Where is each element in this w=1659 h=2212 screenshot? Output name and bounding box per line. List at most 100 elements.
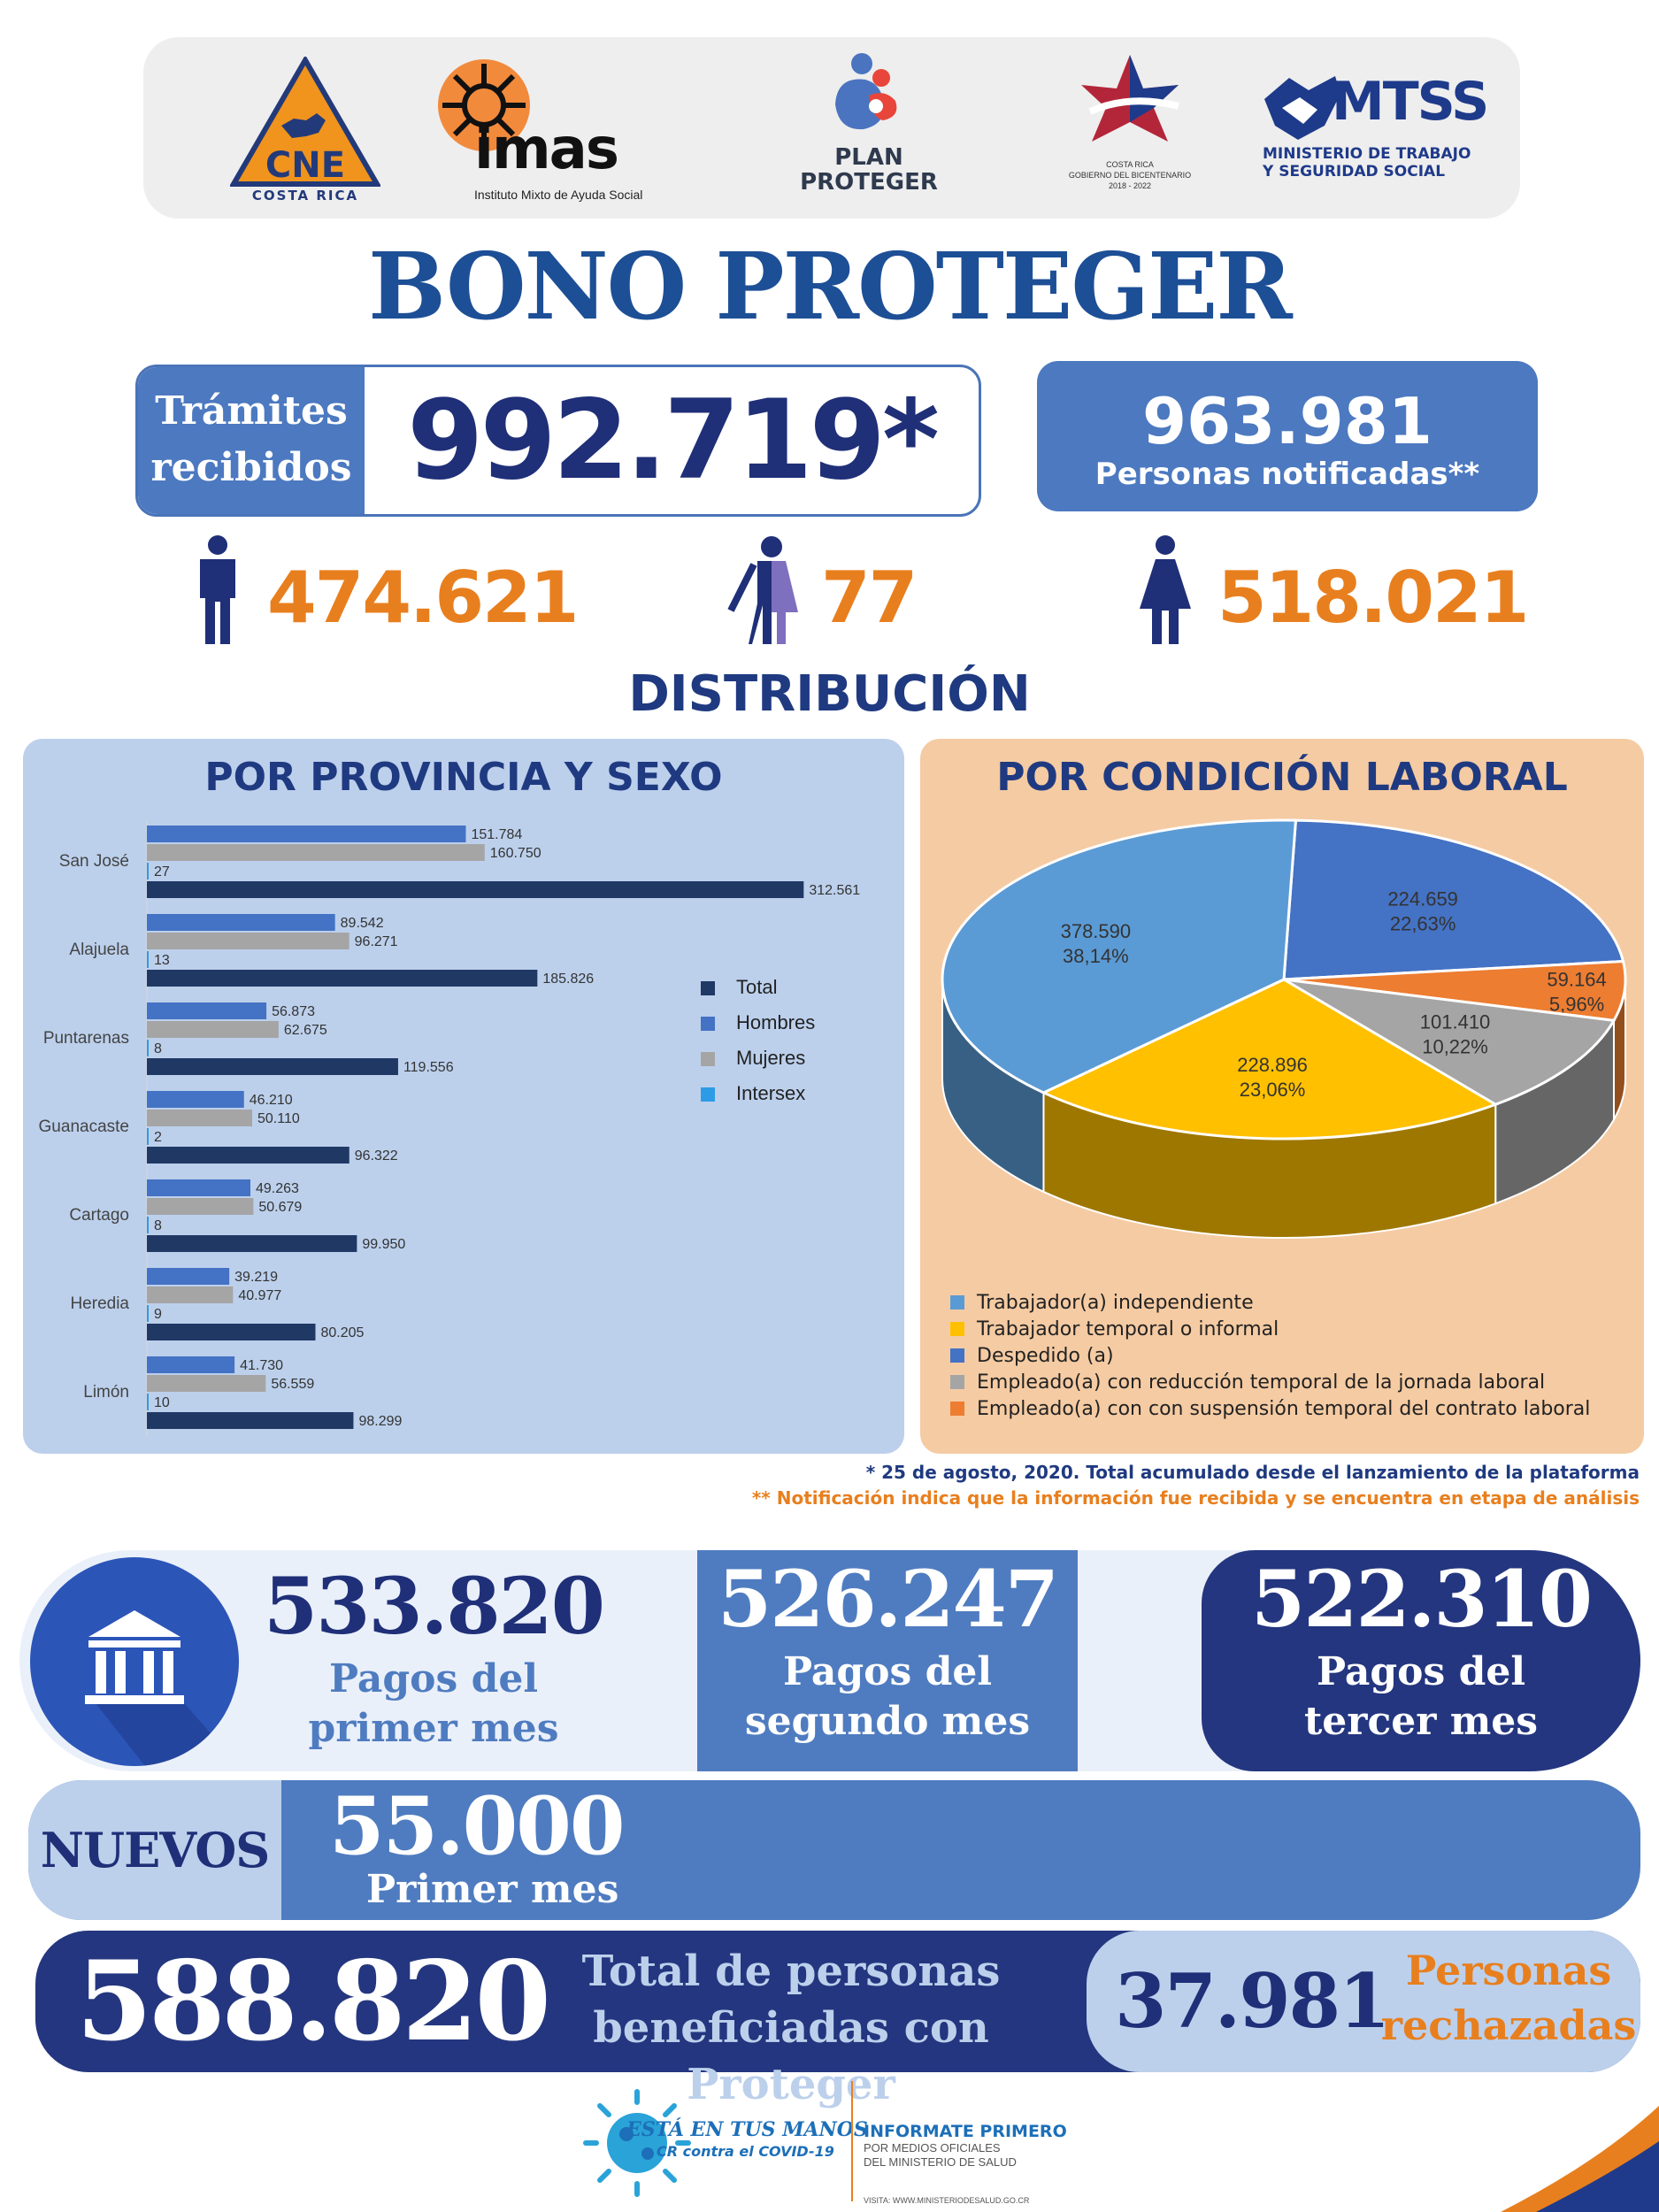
pagos-mes3-line1: Pagos del (1316, 1649, 1526, 1694)
bar-value-label: 50.679 (258, 1200, 302, 1215)
mujeres-count: 518.021 (1217, 557, 1529, 639)
bar-value-label: 89.542 (341, 916, 384, 931)
category-label: Heredia (70, 1294, 129, 1313)
bar-total (147, 1147, 349, 1164)
bar-value-label: 119.556 (403, 1060, 454, 1075)
bar-intersex (147, 863, 149, 879)
bar-value-label: 40.977 (238, 1288, 281, 1303)
bar-intersex (147, 1305, 149, 1322)
bar-intersex (147, 1040, 149, 1056)
nuevos-value: 55.000 (329, 1779, 625, 1873)
tramites-box: Trámites recibidos 992.719* (135, 365, 981, 517)
bar-intersex (147, 1394, 149, 1410)
bar-total (147, 970, 538, 987)
imas-logo: imas Instituto Mixto de Ayuda Social (435, 57, 657, 203)
bank-icon (85, 1610, 239, 1766)
logo-bar: CNE COSTA RICA imas Instituto Mixto de A… (143, 37, 1520, 219)
bar-value-label: 56.873 (272, 1004, 315, 1019)
bank-badge (30, 1557, 239, 1766)
cne-sub: COSTA RICA (251, 188, 359, 204)
bar-value-label: 8 (154, 1218, 162, 1233)
pie-value-label: 224.659 (1387, 888, 1458, 910)
total-value: 588.820 (76, 1938, 551, 2066)
plan-line2: PROTEGER (800, 169, 938, 196)
pie-percent-label: 5,96% (1549, 993, 1604, 1015)
bar-value-label: 39.219 (234, 1270, 278, 1285)
pagos-mes3-line2: tercer mes (1303, 1699, 1539, 1744)
bar-mujeres (147, 933, 349, 949)
pagos-mes3-value: 522.310 (1250, 1553, 1593, 1645)
pagos-mes2-value: 526.247 (717, 1553, 1059, 1645)
category-label: Alajuela (69, 941, 129, 959)
pagos-mes2-line2: segundo mes (744, 1699, 1031, 1744)
pie-slice (1282, 818, 1625, 981)
pagos-mes2-line1: Pagos del (782, 1649, 993, 1694)
total-label-line2: beneficiadas con Proteger (593, 2003, 989, 2109)
pagos-mes3: 522.310 Pagos del tercer mes (1202, 1550, 1640, 1771)
legend-label: Mujeres (736, 1047, 805, 1069)
bar-total (147, 881, 804, 898)
informate-title: INFORMATE PRIMERO (864, 2122, 1067, 2141)
pie-slice (1283, 978, 1617, 1106)
notificadas-value: 963.981 (1142, 384, 1432, 458)
bar-value-label: 56.559 (271, 1377, 314, 1392)
legend-label: Empleado(a) con reducción temporal de la… (977, 1371, 1546, 1394)
pie-percent-label: 23,06% (1240, 1079, 1306, 1101)
bar-mujeres (147, 844, 485, 861)
pie-value-label: 228.896 (1237, 1054, 1308, 1076)
family-icon (835, 53, 897, 130)
pagos-mes1-value: 533.820 (263, 1560, 605, 1652)
pie-percent-label: 10,22% (1422, 1035, 1488, 1057)
laboral-legend: Trabajador(a) independiente Trabajador te… (950, 1289, 1590, 1422)
pagos-mes1-line1: Pagos del (328, 1656, 539, 1701)
pie-value-label: 59.164 (1547, 968, 1606, 990)
nuevos-band (28, 1780, 1640, 1920)
legend-label: Despedido (a) (977, 1344, 1114, 1367)
legend-label: Hombres (736, 1011, 815, 1033)
mtss-logo: MTSS MINISTERIO DE TRABAJO Y SEGURIDAD S… (1263, 71, 1502, 195)
legend-swatch (701, 1052, 715, 1066)
pie-value-label: 101.410 (1420, 1010, 1491, 1033)
bar-value-label: 13 (154, 953, 170, 968)
mtss-line1: MINISTERIO DE TRABAJO (1263, 145, 1471, 163)
bar-total (147, 1235, 357, 1252)
pie-legend-item: Empleado(a) con con suspensión temporal … (950, 1395, 1590, 1422)
cr-line1: COSTA RICA (1106, 160, 1154, 169)
tramites-label-line2: recibidos (150, 445, 352, 490)
bar-value-label: 50.110 (257, 1111, 300, 1126)
bar-intersex (147, 951, 149, 968)
page-title: BONO PROTEGER (368, 232, 1293, 341)
legend-label: Intersex (736, 1082, 805, 1104)
note-fecha: * 25 de agosto, 2020. Total acumulado de… (865, 1462, 1640, 1483)
cr-line2: GOBIERNO DEL BICENTENARIO (1068, 171, 1192, 180)
bar-hombres (147, 914, 335, 931)
bar-total (147, 1412, 354, 1429)
pagos-mes1: 533.820 Pagos del primer mes (248, 1557, 619, 1754)
notificadas-label: Personas notificadas** (1094, 457, 1480, 492)
total-label-line1: Total de personas (581, 1947, 1001, 1996)
man-icon (200, 535, 235, 644)
pie-legend-item: Trabajador temporal o informal (950, 1316, 1590, 1342)
informate-line1: POR MEDIOS OFICIALES (864, 2141, 1001, 2154)
informate-url: VISITA: WWW.MINISTERIODESALUD.GO.CR (864, 2196, 1030, 2205)
bar-value-label: 46.210 (250, 1093, 293, 1108)
imas-word: imas (474, 117, 619, 182)
bar-hombres (147, 1002, 267, 1019)
bar-hombres (147, 1268, 230, 1285)
woman-icon (1140, 535, 1191, 644)
rechazadas-label: Personas rechazadas (1380, 1943, 1637, 2053)
bar-value-label: 49.263 (256, 1181, 299, 1196)
star-icon (1081, 55, 1179, 142)
bar-value-label: 80.205 (320, 1325, 364, 1340)
pie-legend-item: Empleado(a) con reducción temporal de la… (950, 1369, 1590, 1395)
legend-swatch (950, 1375, 964, 1389)
legend-label: Empleado(a) con con suspensión temporal … (977, 1397, 1591, 1420)
bar-value-label: 185.826 (542, 972, 594, 987)
hombres-count: 474.621 (267, 557, 579, 639)
category-label: Cartago (69, 1206, 129, 1225)
imas-emblem-icon (438, 59, 530, 151)
bar-hombres (147, 826, 466, 842)
bar-value-label: 41.730 (240, 1358, 283, 1373)
bar-value-label: 98.299 (358, 1414, 402, 1429)
